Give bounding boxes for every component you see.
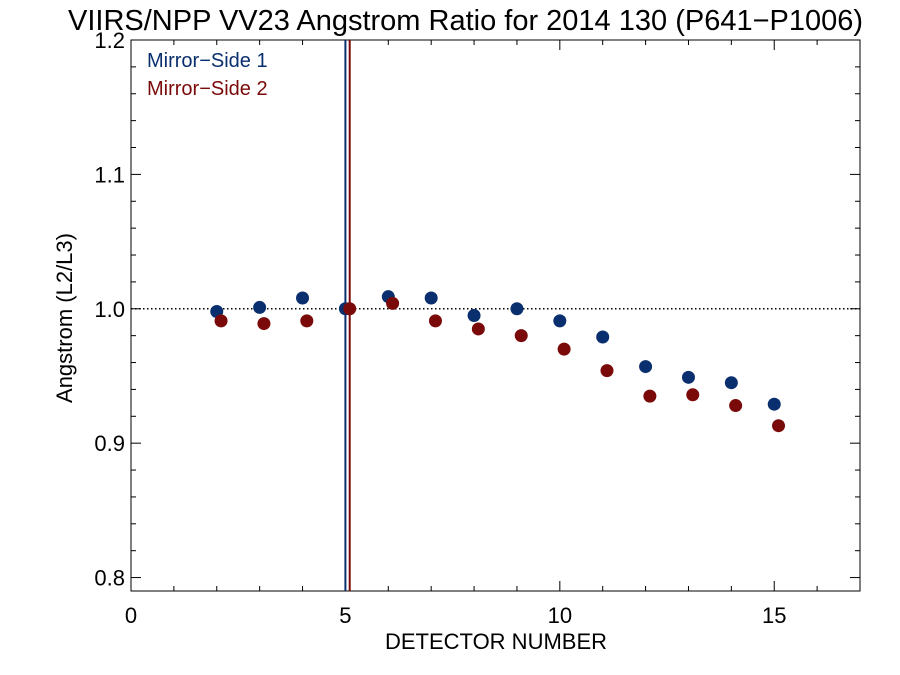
y-tick-label: 1.1	[94, 162, 125, 187]
data-point-series-2	[557, 342, 571, 356]
data-point-series-2	[772, 419, 786, 433]
x-tick-label: 10	[548, 603, 572, 628]
data-point-series-2	[386, 296, 400, 310]
y-tick-label: 0.9	[94, 431, 125, 456]
data-point-series-2	[257, 317, 271, 331]
data-point-series-2	[643, 389, 657, 403]
data-point-series-2	[343, 302, 357, 316]
data-point-series-1	[639, 360, 653, 374]
data-point-series-1	[596, 330, 610, 344]
y-tick-label: 1.0	[94, 297, 125, 322]
x-axis-label: DETECTOR NUMBER	[385, 629, 607, 654]
legend-entry-series-1: Mirror−Side 1	[147, 50, 268, 72]
data-point-series-1	[510, 302, 524, 316]
legend-entry-series-2: Mirror−Side 2	[147, 78, 268, 100]
data-point-series-1	[253, 300, 267, 314]
chart-title: VIIRS/NPP VV23 Angstrom Ratio for 2014 1…	[68, 5, 863, 37]
x-tick-label: 0	[125, 603, 137, 628]
data-point-series-2	[729, 399, 743, 413]
data-point-series-2	[428, 314, 442, 328]
data-point-series-1	[296, 291, 310, 305]
data-point-series-1	[767, 397, 781, 411]
data-point-series-1	[467, 309, 481, 322]
data-point-series-2	[300, 314, 314, 328]
data-point-series-2	[686, 388, 700, 402]
x-tick-label: 5	[339, 603, 351, 628]
plot-area: 0 5 10 15 0.8 0.9 1.0 1.1 1.2 Mirror−Side 1 Mirror…	[94, 28, 861, 628]
data-point-series-1	[424, 291, 438, 305]
y-axis-label: Angstrom (L2/L3)	[52, 233, 77, 403]
data-point-series-2	[214, 314, 228, 328]
data-point-series-2	[600, 364, 614, 378]
data-point-series-1	[681, 370, 695, 384]
x-tick-label: 15	[762, 603, 786, 628]
plot-frame	[130, 39, 861, 592]
data-point-series-1	[553, 314, 567, 328]
y-tick-label: 0.8	[94, 566, 125, 591]
data-point-series-2	[514, 329, 528, 343]
y-tick-label: 1.2	[94, 28, 125, 53]
data-point-series-1	[724, 376, 738, 390]
data-point-series-2	[471, 322, 485, 336]
